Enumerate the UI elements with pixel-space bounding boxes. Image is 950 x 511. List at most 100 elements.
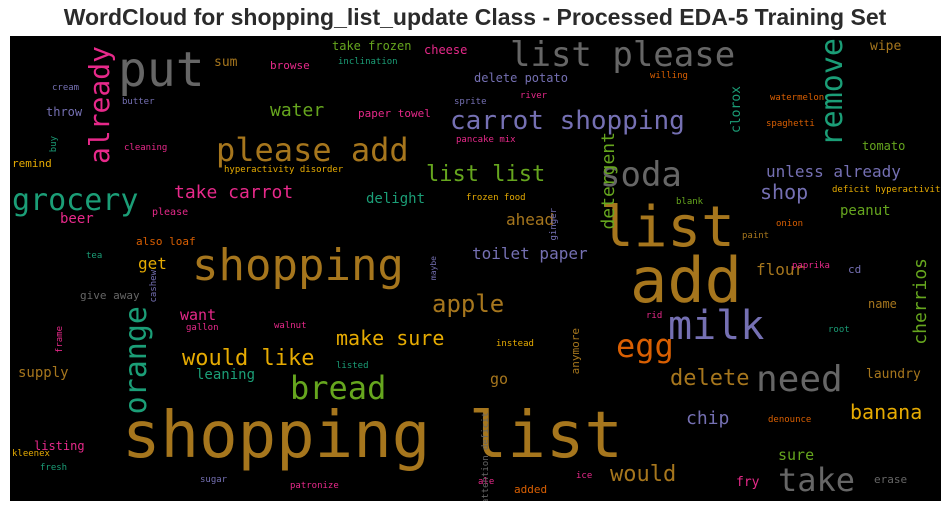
word: laundry [866, 367, 921, 382]
word: detergent [598, 132, 619, 230]
word: go [490, 370, 509, 388]
word: toilet paper [472, 244, 588, 263]
word: take frozen [332, 39, 412, 53]
word: pancake mix [456, 135, 516, 145]
word: delete potato [474, 71, 568, 85]
word: flour [756, 260, 805, 279]
word: shopping [192, 240, 404, 291]
word: paper towel [358, 107, 431, 120]
word: instead [496, 339, 534, 349]
word: already [83, 46, 116, 165]
word: apple [432, 290, 505, 318]
word: blank [676, 197, 704, 207]
word: water [270, 100, 325, 121]
wordcloud-canvas: shopping list add list shopping milk put… [10, 36, 941, 501]
word: egg [616, 327, 674, 365]
word: would like [182, 346, 315, 371]
word: want [180, 306, 217, 324]
word: get [138, 254, 167, 273]
word: frozen food [466, 193, 526, 203]
word: added [514, 483, 548, 496]
word: sprite [454, 97, 487, 107]
word: take [778, 461, 856, 499]
word: sure [778, 446, 815, 464]
word: onion [776, 219, 804, 229]
word: cleaning [124, 143, 168, 153]
word: delight [366, 191, 426, 207]
word: rid [646, 311, 663, 321]
word: erase [874, 473, 908, 486]
word: list [600, 195, 735, 260]
word: leaning [196, 367, 256, 383]
word: beer [60, 211, 94, 227]
word: watermelon [770, 93, 825, 103]
word: inclination [338, 57, 398, 67]
word: river [520, 91, 548, 101]
word: delete [670, 366, 750, 391]
word: clorox [729, 86, 744, 133]
word: ahead [506, 210, 555, 229]
word: willing [650, 71, 688, 81]
word: listing [34, 439, 85, 453]
word: list list [426, 162, 546, 187]
word: shopping list [122, 399, 623, 473]
word: give away [80, 289, 140, 302]
word: shop [760, 180, 809, 204]
word: would [610, 462, 677, 487]
word: root [828, 325, 850, 335]
word: put [118, 42, 205, 98]
word: grocery [12, 183, 139, 218]
word: ale [478, 477, 495, 487]
word: attention deficit [481, 412, 491, 501]
word: bread [290, 369, 387, 407]
word: walnut [274, 321, 307, 331]
word: please [152, 207, 189, 218]
word: need [756, 359, 843, 400]
word: cd [848, 263, 862, 276]
word: make sure [336, 326, 445, 350]
word: fry [736, 475, 760, 490]
word: take carrot [174, 182, 294, 203]
word: listed [336, 361, 369, 371]
word: banana [850, 400, 923, 424]
word: paprika [792, 261, 830, 271]
word: chip [686, 408, 730, 429]
word: ginger [549, 208, 559, 241]
word: cherrios [910, 258, 931, 345]
word: deficit hyperactivity [832, 185, 941, 195]
word: buy [49, 136, 59, 153]
word: wipe [870, 39, 902, 54]
word: cashew [149, 270, 159, 303]
word: orange [119, 306, 154, 415]
word: ice [576, 471, 593, 481]
word: denounce [768, 415, 812, 425]
word: tea [86, 251, 103, 261]
word: unless already [766, 162, 901, 181]
word: also loaf [136, 235, 196, 248]
word: list please [510, 36, 736, 75]
word: supply [18, 365, 69, 381]
word: anymore [569, 328, 582, 375]
word: name [868, 297, 897, 311]
word: please add [216, 131, 409, 169]
word: carrot shopping [450, 106, 685, 136]
word: milk [668, 303, 765, 349]
word: sugar [200, 475, 228, 485]
word: butter [122, 97, 155, 107]
word: sum [214, 55, 238, 70]
word: remind [12, 157, 52, 170]
word: cheese [424, 43, 468, 57]
word: paint [742, 231, 770, 241]
word: tomato [862, 139, 906, 153]
figure-title: WordCloud for shopping_list_update Class… [63, 4, 887, 30]
word: add [630, 244, 742, 317]
word: cream [52, 83, 80, 93]
word: fresh [40, 463, 68, 473]
word: hyperactivity disorder [224, 165, 344, 175]
word: soda [600, 155, 682, 195]
word: peanut [840, 203, 891, 219]
word: throw [46, 105, 83, 119]
word: gallon [186, 323, 219, 333]
word: patronize [290, 481, 339, 491]
word: kleenex [12, 449, 50, 459]
